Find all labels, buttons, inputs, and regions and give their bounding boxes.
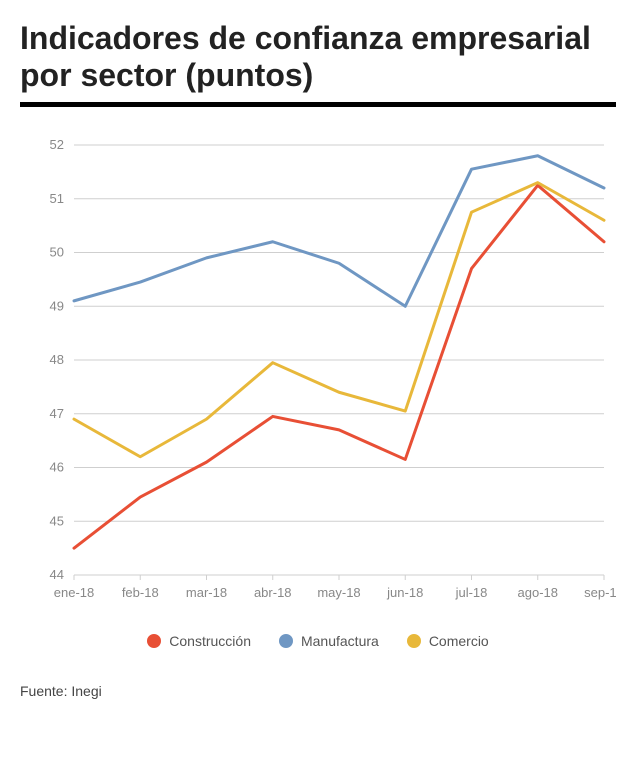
svg-text:ene-18: ene-18 (54, 585, 94, 600)
source-label: Fuente: (20, 683, 67, 699)
chart-title: Indicadores de confianza empresarial por… (20, 20, 616, 94)
svg-text:49: 49 (50, 298, 64, 313)
svg-text:abr-18: abr-18 (254, 585, 292, 600)
svg-text:feb-18: feb-18 (122, 585, 159, 600)
svg-text:46: 46 (50, 459, 64, 474)
svg-text:jul-18: jul-18 (455, 585, 488, 600)
legend-swatch (147, 634, 161, 648)
legend: Construcción Manufactura Comercio (20, 633, 616, 649)
svg-text:may-18: may-18 (317, 585, 360, 600)
svg-text:45: 45 (50, 513, 64, 528)
line-chart: 44 45 46 47 48 49 50 51 52 ene-18 feb-18 mar-18 abr-… (20, 135, 616, 615)
legend-swatch (279, 634, 293, 648)
svg-text:44: 44 (50, 567, 64, 582)
svg-text:48: 48 (50, 352, 64, 367)
legend-item-construccion: Construcción (147, 633, 251, 649)
title-rule (20, 102, 616, 107)
svg-text:51: 51 (50, 190, 64, 205)
svg-text:47: 47 (50, 405, 64, 420)
source-value: Inegi (71, 683, 101, 699)
legend-label: Manufactura (301, 633, 379, 649)
svg-text:mar-18: mar-18 (186, 585, 227, 600)
svg-text:52: 52 (50, 137, 64, 152)
legend-item-manufactura: Manufactura (279, 633, 379, 649)
source-line: Fuente: Inegi (20, 683, 616, 699)
svg-text:jun-18: jun-18 (386, 585, 423, 600)
legend-label: Comercio (429, 633, 489, 649)
legend-swatch (407, 634, 421, 648)
svg-text:sep-18: sep-18 (584, 585, 616, 600)
chart-svg: 44 45 46 47 48 49 50 51 52 ene-18 feb-18 mar-18 abr-… (20, 135, 616, 615)
svg-text:50: 50 (50, 244, 64, 259)
legend-label: Construcción (169, 633, 251, 649)
legend-item-comercio: Comercio (407, 633, 489, 649)
svg-text:ago-18: ago-18 (518, 585, 558, 600)
